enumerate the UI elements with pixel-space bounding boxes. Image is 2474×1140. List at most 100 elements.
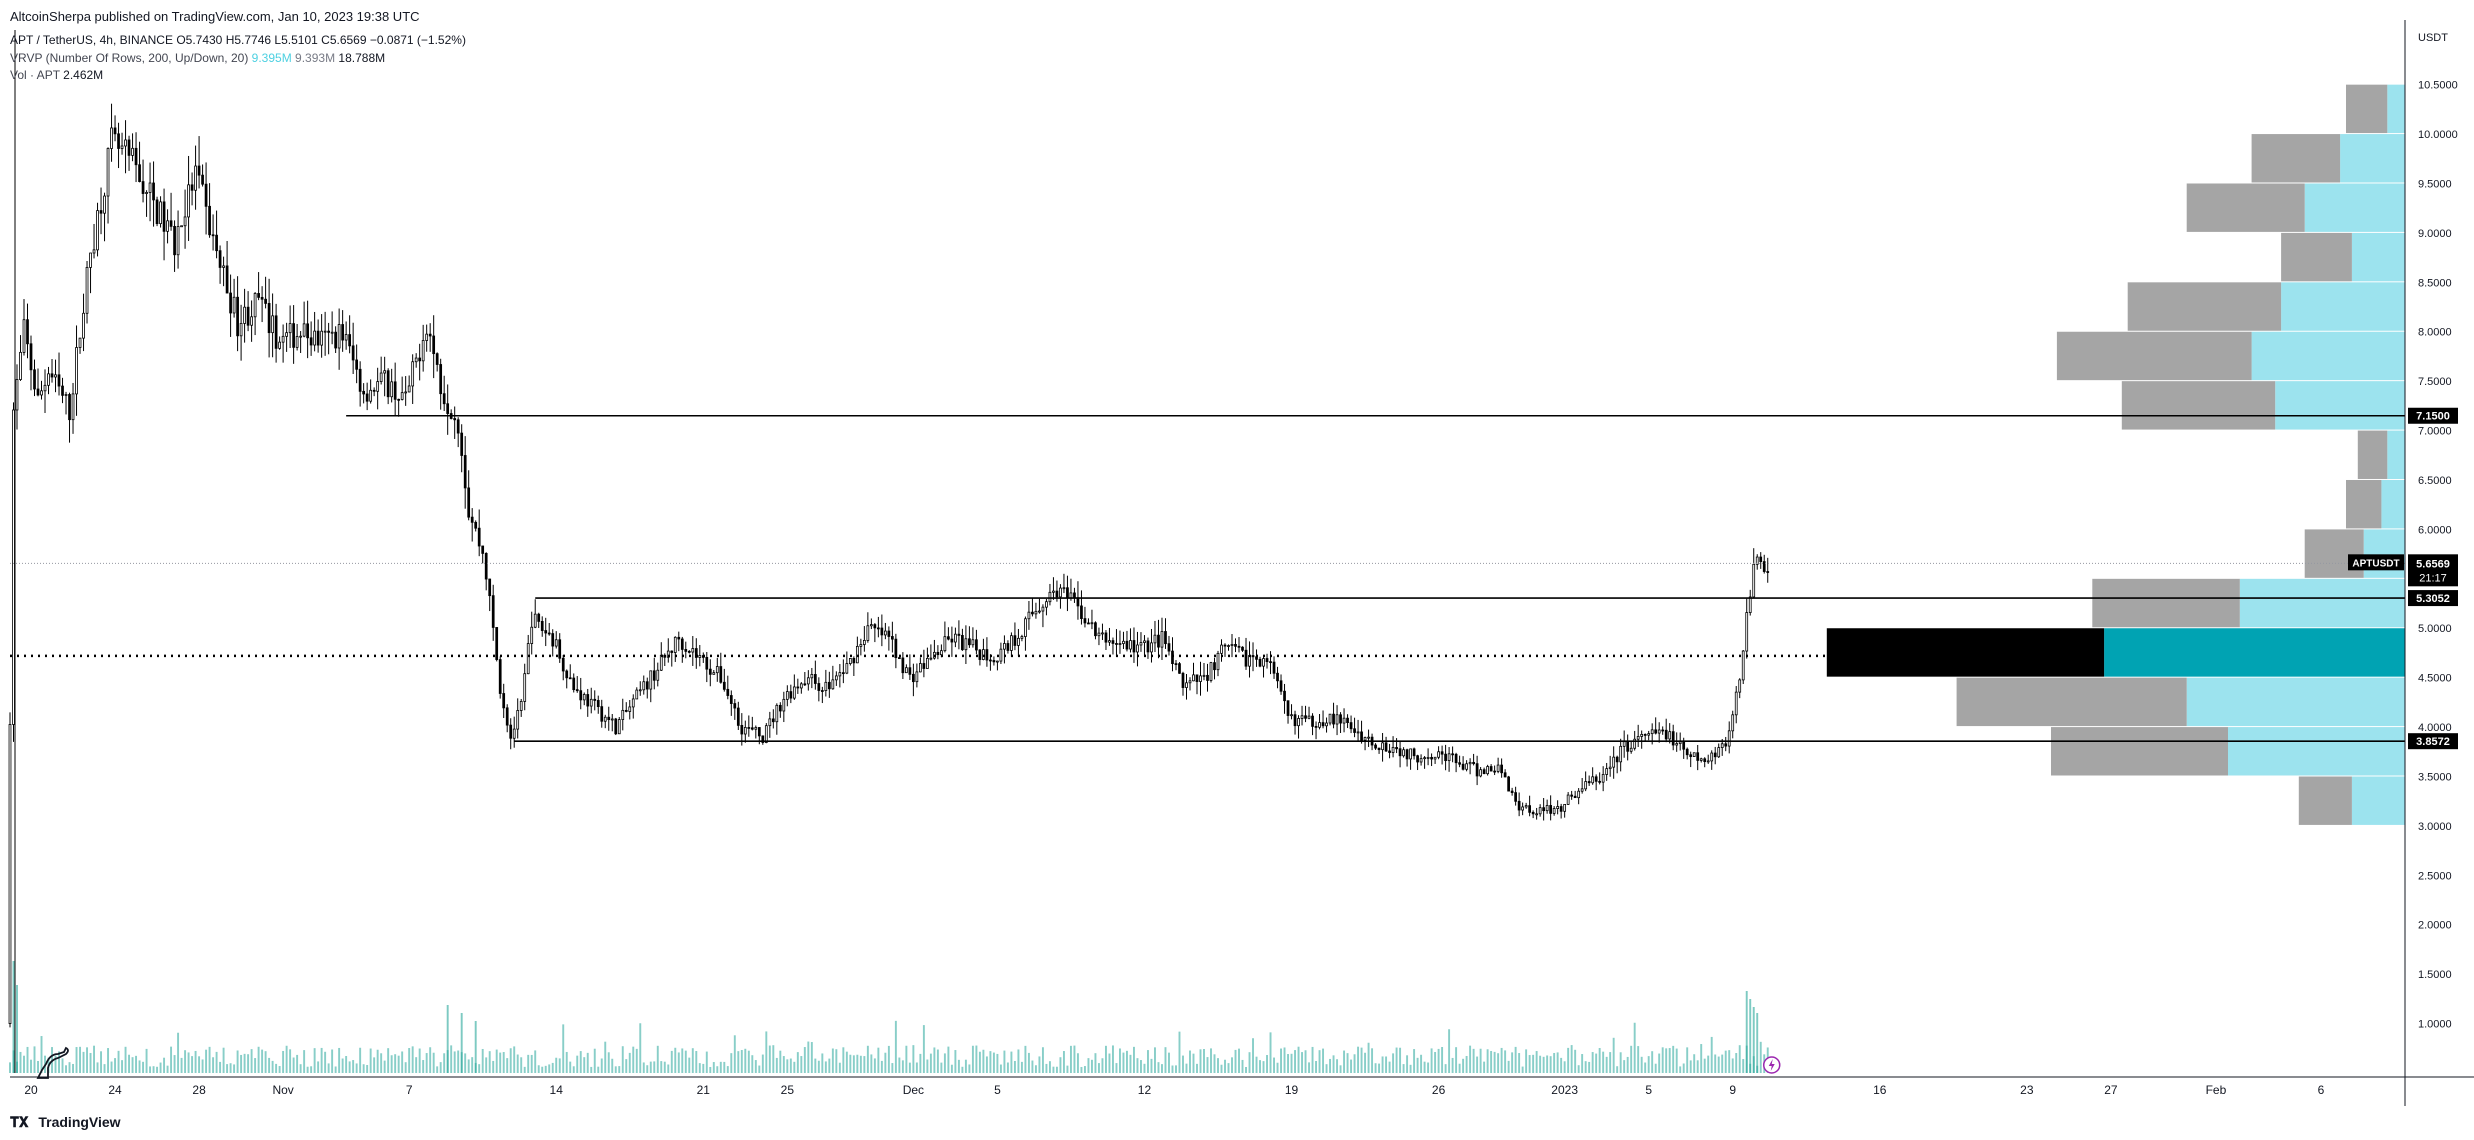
volume-bar bbox=[320, 1047, 323, 1073]
volume-bar bbox=[1462, 1058, 1465, 1073]
volume-bar bbox=[247, 1054, 250, 1073]
candle-body bbox=[537, 613, 541, 622]
candle-body bbox=[761, 735, 765, 743]
candle-body bbox=[1213, 662, 1216, 671]
candle-body bbox=[64, 394, 68, 396]
candle-body bbox=[1223, 644, 1227, 647]
candle-body bbox=[1321, 722, 1325, 727]
volume-bar bbox=[327, 1063, 330, 1073]
candle-body bbox=[1080, 605, 1083, 619]
candle-body bbox=[1692, 752, 1696, 757]
price-tick-label: 1.0000 bbox=[2418, 1019, 2452, 1031]
candle-body bbox=[1097, 632, 1101, 637]
volume-bar bbox=[1290, 1053, 1293, 1073]
candle-body bbox=[190, 184, 194, 191]
candle-body bbox=[176, 226, 180, 256]
candle-body bbox=[1458, 762, 1461, 765]
candle-body bbox=[1598, 780, 1602, 783]
volume-bar bbox=[1273, 1057, 1275, 1073]
candle-body bbox=[1251, 655, 1255, 658]
candle-body bbox=[1129, 640, 1132, 650]
candle-body bbox=[351, 345, 355, 361]
volume-bar bbox=[173, 1055, 176, 1073]
volume-bar bbox=[394, 1054, 397, 1073]
volume-bar bbox=[324, 1051, 327, 1073]
volume-series bbox=[9, 961, 1769, 1073]
volume-bar bbox=[1521, 1066, 1524, 1073]
candle-body bbox=[1423, 757, 1426, 760]
candle-body bbox=[166, 220, 169, 232]
candle-body bbox=[919, 663, 922, 673]
candle-body bbox=[947, 636, 950, 640]
candle-body bbox=[1535, 813, 1539, 816]
volume-bar bbox=[215, 1051, 218, 1073]
volume-bar bbox=[317, 1061, 320, 1073]
vrvp-label[interactable]: VRVP (Number Of Rows, 200, Up/Down, 20) bbox=[10, 51, 249, 65]
vp-up-bar bbox=[2381, 479, 2405, 529]
volume-bar bbox=[1504, 1050, 1507, 1073]
candle-body bbox=[439, 364, 443, 395]
horizontal-levels[interactable] bbox=[10, 30, 2405, 1073]
volume-bar bbox=[271, 1060, 274, 1073]
candle-body bbox=[1279, 680, 1283, 692]
volume-bar bbox=[740, 1050, 743, 1073]
candle-body bbox=[1468, 761, 1472, 765]
volume-bar bbox=[1623, 1060, 1626, 1073]
volume-bar bbox=[383, 1060, 386, 1073]
candle-body bbox=[334, 331, 337, 349]
time-tick-label: 19 bbox=[1285, 1083, 1299, 1097]
volume-bar bbox=[1329, 1058, 1332, 1073]
candle-body bbox=[274, 315, 278, 349]
volume-bar bbox=[142, 1061, 145, 1073]
footer-brand[interactable]: 𝐓𝐗 TradingView bbox=[10, 1114, 121, 1131]
volume-bar bbox=[1532, 1054, 1535, 1073]
candle-body bbox=[1570, 794, 1574, 797]
volume-bar bbox=[723, 1061, 726, 1073]
candle-body bbox=[1258, 658, 1262, 667]
symbol-legend[interactable]: APT / TetherUS, 4h, BINANCE O5.7430 H5.7… bbox=[10, 33, 466, 47]
candle-body bbox=[1038, 610, 1041, 613]
candle-body bbox=[1724, 743, 1728, 747]
volume-bar bbox=[299, 1064, 302, 1073]
candle-body bbox=[99, 210, 103, 214]
volume-bar bbox=[1451, 1057, 1454, 1073]
volume-bar bbox=[1553, 1052, 1556, 1073]
volume-bar bbox=[1385, 1056, 1388, 1073]
candle-body bbox=[827, 681, 831, 690]
volume-bar bbox=[660, 1061, 663, 1073]
price-tick-label: 9.0000 bbox=[2418, 228, 2452, 240]
candle-body bbox=[383, 370, 387, 374]
volume-bar bbox=[1231, 1057, 1233, 1073]
volume-bar bbox=[478, 1064, 481, 1073]
volume-bar bbox=[1392, 1053, 1395, 1073]
volume-bar bbox=[954, 1050, 957, 1073]
volume-bar bbox=[999, 1064, 1002, 1073]
volume-bar bbox=[250, 1049, 253, 1073]
candle-body bbox=[152, 182, 155, 201]
vrvp-legend[interactable]: VRVP (Number Of Rows, 200, Up/Down, 20) … bbox=[10, 51, 385, 65]
volume-bar bbox=[1196, 1063, 1198, 1073]
volume-bar bbox=[376, 1049, 379, 1073]
volume-legend[interactable]: Vol · APT 2.462M bbox=[10, 68, 103, 82]
volume-bar bbox=[1224, 1059, 1226, 1073]
candle-body bbox=[502, 693, 506, 709]
candle-body bbox=[92, 249, 96, 254]
candle-body bbox=[1083, 618, 1087, 624]
candle-body bbox=[1104, 632, 1108, 643]
candle-body bbox=[975, 639, 978, 651]
volume-bar bbox=[1280, 1048, 1282, 1073]
candle-body bbox=[1647, 733, 1651, 736]
volume-bar bbox=[828, 1058, 831, 1073]
volume-bar bbox=[65, 1065, 67, 1073]
volume-bar bbox=[278, 1066, 281, 1073]
volume-bar bbox=[114, 1058, 117, 1073]
candle-body bbox=[1741, 650, 1745, 681]
symbol-name[interactable]: APT / TetherUS, 4h, BINANCE bbox=[10, 33, 173, 47]
candle-body bbox=[547, 632, 551, 635]
candle-body bbox=[705, 656, 709, 670]
volume-label[interactable]: Vol · APT bbox=[10, 68, 60, 82]
candle-body bbox=[866, 625, 870, 641]
candle-body bbox=[1584, 781, 1588, 790]
price-label-box bbox=[2408, 590, 2458, 607]
